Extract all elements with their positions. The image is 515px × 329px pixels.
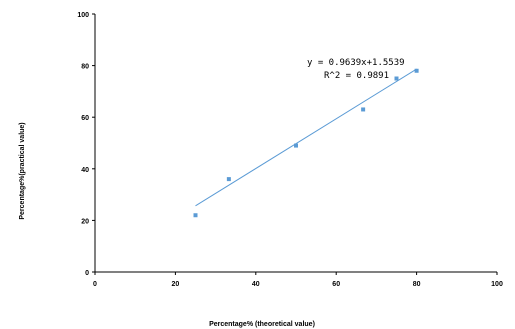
r-squared-label: R^2 = 0.9891 — [324, 71, 389, 81]
data-point — [193, 213, 198, 218]
y-tick-label: 0 — [85, 270, 89, 277]
trendline-group — [195, 68, 417, 207]
y-tick-label: 80 — [81, 64, 89, 71]
x-tick-label: 100 — [491, 281, 503, 288]
y-tick-label: 100 — [77, 12, 89, 19]
data-point — [394, 76, 399, 81]
x-tick-label: 60 — [332, 281, 340, 288]
y-tick-label: 20 — [81, 218, 89, 225]
x-tick-label: 20 — [172, 281, 180, 288]
x-tick-label: 0 — [93, 281, 97, 288]
data-point — [414, 68, 419, 73]
y-axis-title: Percentage%(practical value) — [19, 122, 26, 219]
data-point — [294, 143, 298, 148]
data-points — [193, 68, 419, 218]
x-axis-title: Percentage% (theoretical value) — [209, 321, 315, 328]
tick-labels: 0 20 40 60 80 100 0 20 40 60 80 100 — [77, 12, 503, 288]
x-tick-label: 80 — [413, 281, 421, 288]
data-point — [226, 177, 231, 182]
trendline — [195, 68, 417, 207]
y-tick-label: 40 — [81, 167, 89, 174]
axes — [94, 14, 497, 273]
y-tick-label: 60 — [81, 115, 89, 122]
trendline-equation: y = 0.9639x+1.5539 — [307, 58, 405, 68]
x-tick-label: 40 — [252, 281, 260, 288]
data-point — [361, 107, 366, 112]
